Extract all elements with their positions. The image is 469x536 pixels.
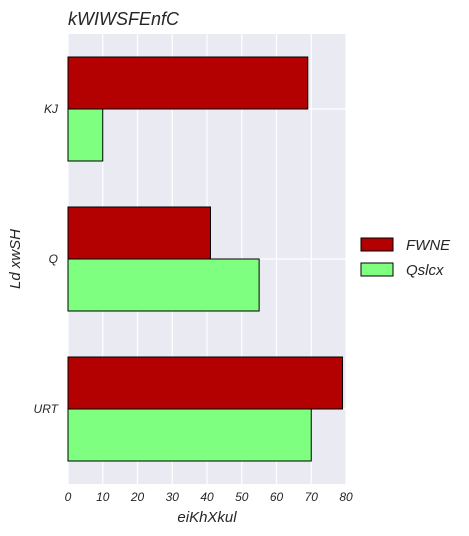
x-tick-label: 40 (200, 490, 214, 504)
y-tick-label: Q (49, 252, 58, 266)
bar-qslcx-q (67, 258, 260, 312)
x-tick-label: 50 (235, 490, 249, 504)
legend-swatch-fwne (360, 237, 394, 252)
x-tick-labels: 0 10 20 30 40 50 60 70 80 (65, 490, 353, 504)
bar-fwne-kj (67, 56, 309, 110)
x-tick-label: 60 (270, 490, 284, 504)
bar-fwne-q (67, 206, 211, 260)
x-tick-label: 30 (166, 490, 180, 504)
x-tick-label: 0 (65, 490, 72, 504)
x-tick-label: 10 (96, 490, 110, 504)
x-tick-label: 80 (339, 490, 353, 504)
y-tick-labels: KJ Q URT (34, 102, 60, 416)
bar-qslcx-kj (67, 108, 104, 162)
bar-fwne-urt (67, 356, 344, 410)
y-tick-label: KJ (44, 102, 59, 116)
y-axis-label: Ld xwSH (7, 229, 24, 289)
legend-label-qslcx: Qslcx (406, 262, 444, 279)
x-tick-label: 20 (130, 490, 145, 504)
x-tick-label: 70 (305, 490, 319, 504)
bars (67, 56, 344, 462)
legend-swatch-qslcx (360, 262, 394, 277)
y-tick-label: URT (34, 402, 60, 416)
legend-label-fwne: FWNE (406, 237, 451, 254)
bar-qslcx-urt (67, 408, 312, 462)
x-axis-label: eiKhXkul (177, 509, 237, 526)
chart-title: kWIWSFEnfC (68, 9, 180, 29)
legend: FWNE Qslcx (360, 237, 451, 279)
